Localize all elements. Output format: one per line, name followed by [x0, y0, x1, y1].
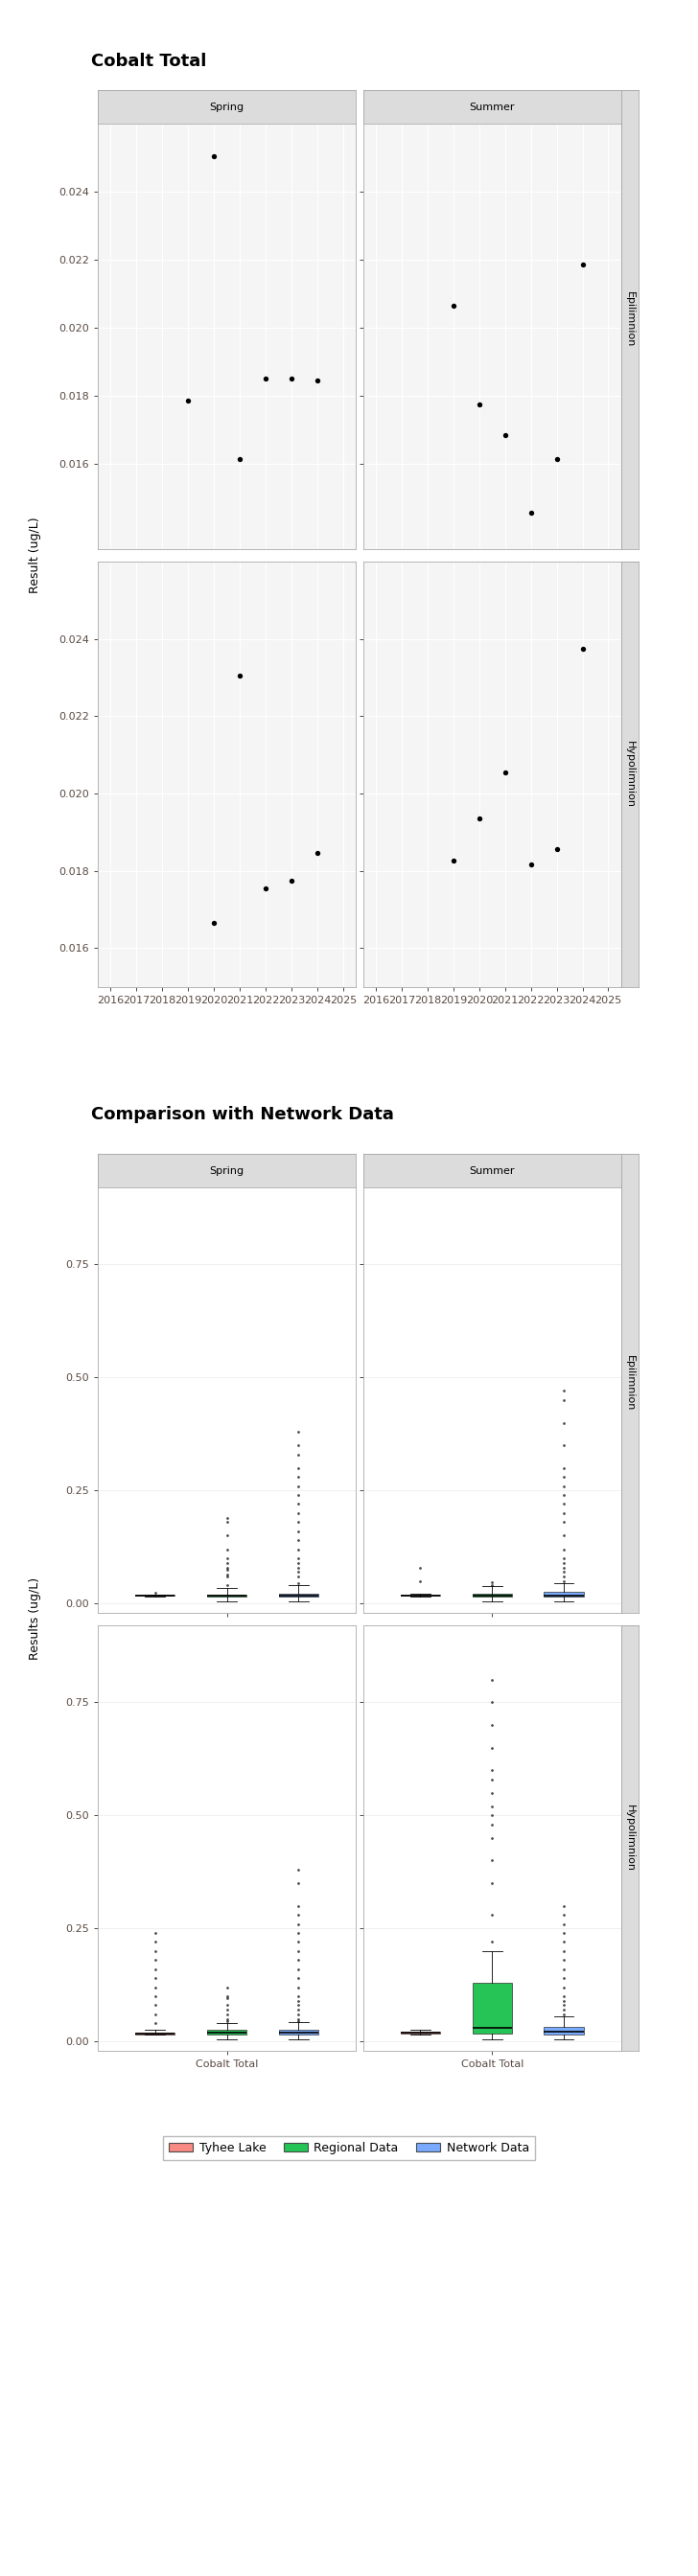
- Point: [551, 829, 562, 871]
- Point: [577, 629, 588, 670]
- Point: [447, 840, 459, 881]
- Point: [473, 384, 484, 425]
- Text: Results (ug/L): Results (ug/L): [29, 1577, 41, 1662]
- Text: Comparison with Network Data: Comparison with Network Data: [91, 1105, 394, 1123]
- Point: [234, 654, 245, 696]
- Text: Summer: Summer: [469, 1167, 515, 1175]
- Point: [447, 286, 459, 327]
- Point: [234, 438, 245, 479]
- Point: [311, 832, 322, 873]
- Legend: Tyhee Lake, Regional Data, Network Data: Tyhee Lake, Regional Data, Network Data: [163, 2136, 535, 2161]
- Point: [551, 438, 562, 479]
- PathPatch shape: [473, 1595, 512, 1597]
- Point: [577, 245, 588, 286]
- Text: Summer: Summer: [469, 103, 515, 111]
- Point: [473, 799, 484, 840]
- Point: [499, 415, 510, 456]
- Point: [285, 358, 297, 399]
- Text: Hypolimnion: Hypolimnion: [625, 739, 634, 809]
- Point: [499, 752, 510, 793]
- PathPatch shape: [279, 1595, 318, 1597]
- Text: Cobalt Total: Cobalt Total: [91, 52, 206, 70]
- Point: [285, 860, 297, 902]
- Text: Hypolimnion: Hypolimnion: [625, 1803, 634, 1873]
- Point: [182, 381, 193, 422]
- Point: [208, 137, 219, 178]
- Point: [525, 492, 536, 533]
- Text: Spring: Spring: [209, 103, 244, 111]
- Text: Epilimnion: Epilimnion: [625, 291, 634, 348]
- PathPatch shape: [544, 1592, 584, 1597]
- Point: [260, 358, 271, 399]
- PathPatch shape: [544, 2027, 584, 2035]
- PathPatch shape: [473, 1984, 512, 2032]
- Point: [260, 868, 271, 909]
- Point: [208, 902, 219, 943]
- PathPatch shape: [207, 2030, 246, 2035]
- Text: Epilimnion: Epilimnion: [625, 1355, 634, 1412]
- Text: Result (ug/L): Result (ug/L): [29, 518, 41, 592]
- PathPatch shape: [279, 2030, 318, 2035]
- Point: [311, 361, 322, 402]
- Text: Spring: Spring: [209, 1167, 244, 1175]
- Point: [525, 845, 536, 886]
